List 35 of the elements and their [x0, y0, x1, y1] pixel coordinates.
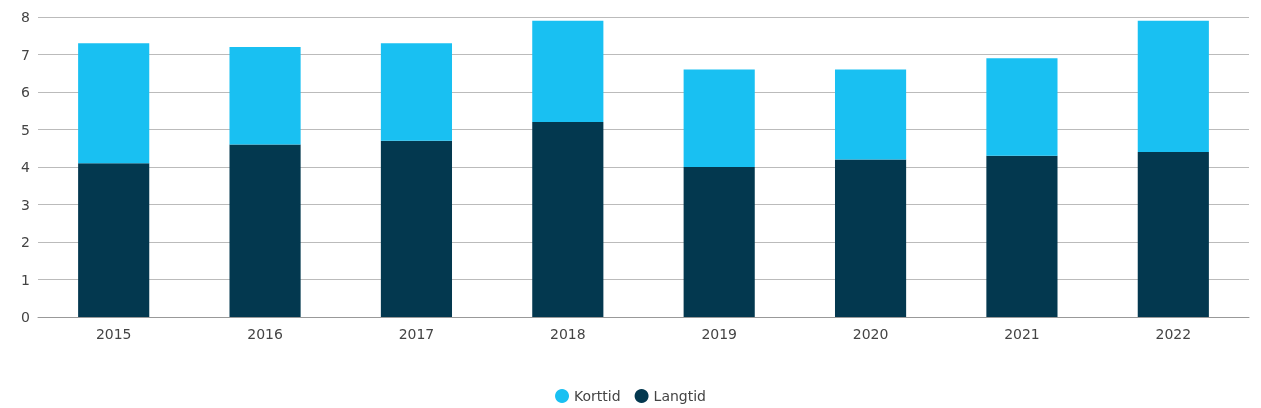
bar: [380, 43, 453, 141]
x-tick-label: 2018: [549, 326, 586, 342]
y-tick-label: 1: [21, 271, 30, 288]
bar: [229, 47, 301, 145]
x-tick-label: 2016: [247, 326, 283, 342]
bar: [1137, 152, 1209, 317]
bar: [532, 122, 604, 317]
x-tick-label: 2019: [701, 326, 738, 342]
y-tick-label: 8: [21, 9, 30, 25]
legend-label: Korttid: [574, 388, 621, 404]
bar: [78, 163, 150, 317]
bar: [683, 69, 755, 167]
y-tick-label: 5: [21, 121, 30, 138]
y-tick-label: 4: [21, 159, 31, 175]
bar: [380, 140, 453, 317]
y-tick-label: 3: [21, 196, 30, 213]
x-tick-label: 2020: [852, 326, 889, 342]
legend-label: Langtid: [653, 388, 706, 404]
y-tick-label: 7: [21, 46, 30, 63]
bar: [78, 43, 150, 164]
bar: [986, 155, 1058, 317]
bar: [834, 69, 907, 160]
y-tick-label: 2: [21, 234, 30, 250]
bar: [986, 58, 1058, 156]
bar: [834, 159, 907, 317]
bar: [532, 20, 604, 122]
bar: [1137, 20, 1209, 152]
x-tick-label: 2017: [398, 326, 435, 342]
bar: [683, 167, 755, 317]
x-tick-label: 2021: [1004, 326, 1040, 342]
bar: [229, 144, 301, 317]
x-tick-label: 2022: [1155, 326, 1192, 342]
y-tick-label: 6: [21, 84, 31, 100]
x-tick-label: 2015: [95, 326, 132, 342]
y-tick-label: 0: [21, 309, 30, 325]
